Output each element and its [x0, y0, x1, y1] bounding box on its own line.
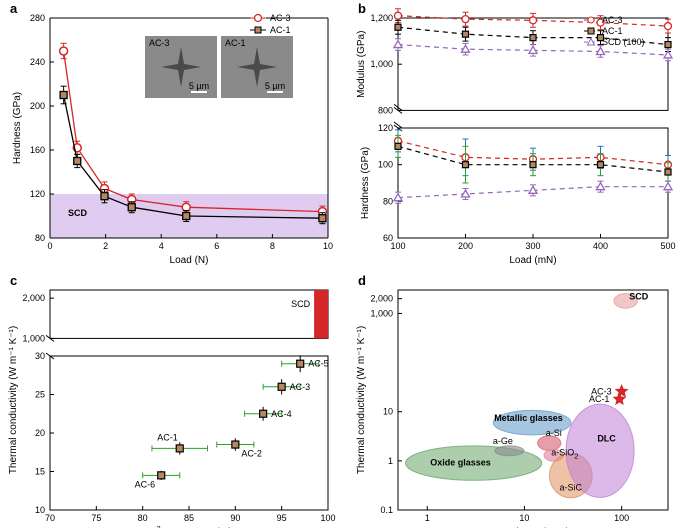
x-axis-label: Load (N)	[170, 255, 209, 266]
svg-text:70: 70	[45, 513, 55, 523]
svg-text:10: 10	[383, 407, 393, 417]
point-label: AC-4	[271, 409, 292, 419]
svg-text:280: 280	[30, 13, 45, 23]
svg-text:100: 100	[320, 513, 335, 523]
panel-letter-a: a	[10, 1, 18, 16]
scale-bar-label: 5 µm	[189, 81, 209, 91]
svg-text:80: 80	[138, 513, 148, 523]
data-point	[297, 360, 304, 367]
marker	[128, 204, 135, 211]
region-label: a-Ge	[493, 436, 513, 446]
point-label: AC-5	[308, 359, 329, 369]
svg-text:60: 60	[383, 233, 393, 243]
svg-text:90: 90	[230, 513, 240, 523]
svg-text:1,000: 1,000	[22, 333, 45, 343]
svg-text:200: 200	[30, 101, 45, 111]
star-marker	[616, 385, 627, 396]
region-label: SCD	[629, 292, 649, 302]
svg-text:2,000: 2,000	[22, 293, 45, 303]
svg-text:20: 20	[35, 428, 45, 438]
svg-text:120: 120	[378, 123, 393, 133]
svg-text:85: 85	[184, 513, 194, 523]
legend-item: SCD (100)	[602, 37, 645, 47]
figure-root: SCD024681080120160200240280Load (N)Hardn…	[0, 0, 685, 528]
svg-text:0: 0	[47, 241, 52, 251]
data-point	[278, 383, 285, 390]
data-point	[232, 441, 239, 448]
marker	[74, 158, 81, 165]
region-label: a-Si	[546, 428, 562, 438]
svg-text:1: 1	[388, 456, 393, 466]
svg-text:15: 15	[35, 467, 45, 477]
svg-text:8: 8	[270, 241, 275, 251]
marker	[60, 92, 67, 99]
scd-label: SCD	[291, 299, 311, 309]
svg-text:10: 10	[519, 513, 529, 523]
svg-text:10: 10	[35, 505, 45, 515]
y-axis-label: Thermal conductivity (W m⁻¹ K⁻¹)	[356, 326, 367, 474]
star-label: AC-1	[589, 394, 610, 404]
y-axis-label-bot: Hardness (GPa)	[360, 147, 371, 219]
svg-text:160: 160	[30, 145, 45, 155]
panel-letter-d: d	[358, 273, 366, 288]
region-label: DLC	[597, 433, 616, 443]
point-label: AC-2	[241, 449, 262, 459]
svg-text:80: 80	[383, 196, 393, 206]
svg-text:100: 100	[614, 513, 629, 523]
legend-item: AC-1	[270, 25, 291, 35]
region-label: a-SiC	[560, 482, 583, 492]
svg-text:80: 80	[35, 233, 45, 243]
region-label: Metallic glasses	[494, 413, 563, 423]
svg-text:4: 4	[159, 241, 164, 251]
data-point	[176, 445, 183, 452]
scale-bar-label: 5 µm	[265, 81, 285, 91]
inset-label: AC-1	[225, 38, 246, 48]
svg-text:30: 30	[35, 351, 45, 361]
svg-text:120: 120	[30, 189, 45, 199]
inset-label: AC-3	[149, 38, 170, 48]
legend-item: AC-3	[270, 13, 291, 23]
svg-text:1,200: 1,200	[370, 13, 393, 23]
y-axis-label: Hardness (GPa)	[12, 92, 23, 164]
marker	[319, 215, 326, 222]
region-a-Ge	[495, 446, 524, 456]
svg-text:25: 25	[35, 390, 45, 400]
marker	[101, 193, 108, 200]
data-point	[260, 410, 267, 417]
svg-text:6: 6	[214, 241, 219, 251]
svg-text:300: 300	[525, 241, 540, 251]
svg-text:400: 400	[593, 241, 608, 251]
marker	[60, 47, 68, 55]
svg-text:240: 240	[30, 57, 45, 67]
panel-letter-c: c	[10, 273, 17, 288]
svg-text:1,000: 1,000	[370, 59, 393, 69]
svg-text:200: 200	[458, 241, 473, 251]
legend-item: AC-3	[602, 15, 623, 25]
svg-text:10: 10	[323, 241, 333, 251]
y-axis-label-top: Modulus (GPa)	[356, 31, 367, 98]
svg-text:2: 2	[103, 241, 108, 251]
svg-text:0.1: 0.1	[380, 505, 393, 515]
svg-text:1: 1	[425, 513, 430, 523]
region-label: Oxide glasses	[430, 458, 491, 468]
svg-text:100: 100	[378, 160, 393, 170]
marker	[183, 213, 190, 220]
svg-text:2,000: 2,000	[370, 294, 393, 304]
point-label: AC-3	[290, 382, 311, 392]
data-point	[158, 472, 165, 479]
legend-item: AC-1	[602, 26, 623, 36]
point-label: AC-1	[157, 432, 178, 442]
svg-text:500: 500	[660, 241, 675, 251]
x-axis-label: Load (mN)	[509, 255, 556, 266]
scd-band-label: SCD	[68, 208, 88, 218]
point-label: AC-6	[135, 479, 156, 489]
svg-text:800: 800	[378, 105, 393, 115]
scd-bar	[314, 290, 328, 338]
panel-letter-b: b	[358, 1, 366, 16]
y-axis-label: Thermal conductivity (W m⁻¹ K⁻¹)	[8, 326, 19, 474]
svg-text:95: 95	[277, 513, 287, 523]
svg-text:1,000: 1,000	[370, 308, 393, 318]
svg-text:75: 75	[91, 513, 101, 523]
